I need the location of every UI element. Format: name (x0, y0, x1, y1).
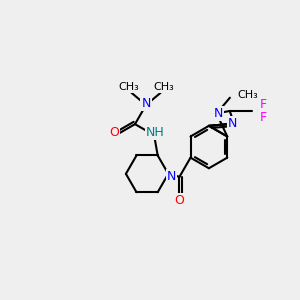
Text: N: N (228, 117, 237, 130)
Text: N: N (213, 107, 223, 120)
Text: NH: NH (146, 126, 165, 139)
Text: CH₃: CH₃ (237, 90, 258, 100)
Text: O: O (175, 194, 184, 207)
Text: N: N (141, 97, 151, 110)
Text: N: N (167, 170, 176, 183)
Text: O: O (109, 127, 119, 140)
Text: CH₃: CH₃ (118, 82, 139, 92)
Text: F: F (260, 98, 267, 111)
Text: F: F (260, 111, 267, 124)
Text: CH₃: CH₃ (153, 82, 174, 92)
